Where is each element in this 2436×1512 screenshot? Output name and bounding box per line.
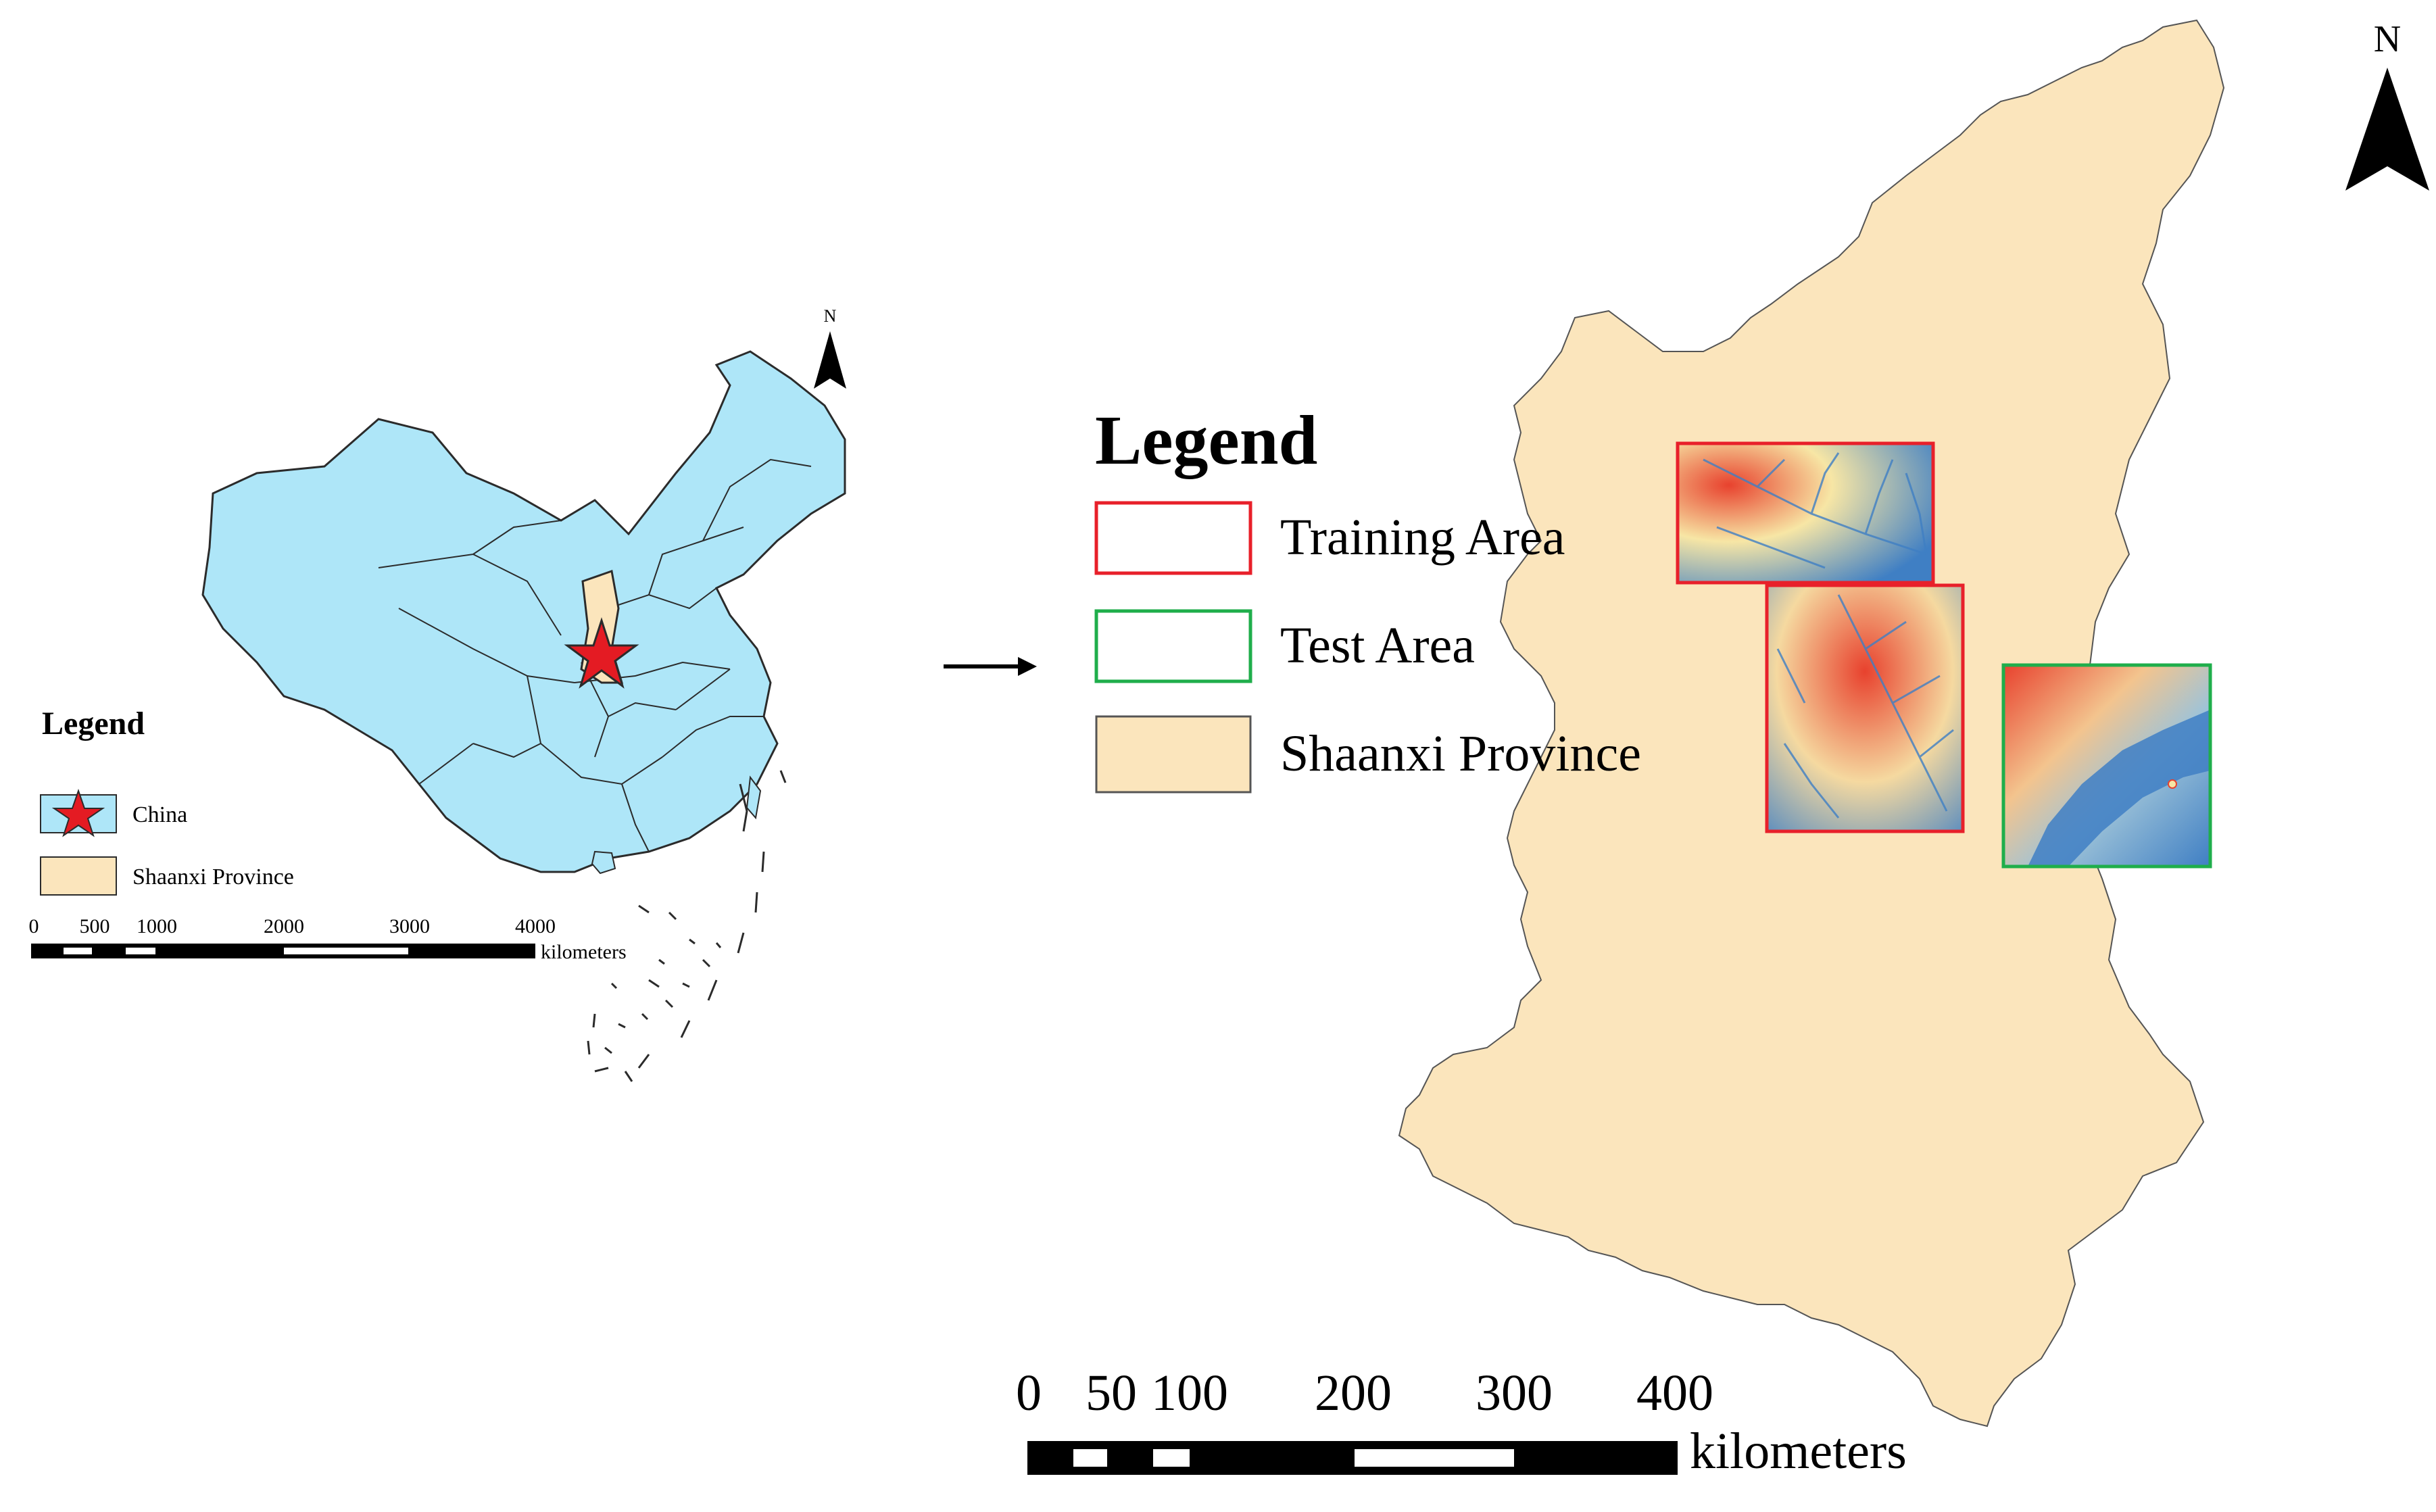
china-scale-tick: 3000 — [389, 915, 430, 937]
test-area-marker — [2168, 779, 2177, 789]
china-scale-unit: kilometers — [541, 941, 627, 963]
china-legend-item-china: China — [132, 802, 187, 827]
star-icon — [564, 617, 639, 689]
china-outline — [201, 350, 846, 873]
legend-swatch-shaanxi — [1095, 715, 1252, 794]
china-scale-tick: 4000 — [515, 915, 556, 937]
china-legend-swatch-shaanxi — [40, 856, 117, 896]
shaanxi-scale-tick: 400 — [1636, 1365, 1713, 1421]
star-icon — [51, 788, 105, 837]
hainan — [591, 850, 616, 875]
south-china-sea-islands — [587, 770, 787, 1082]
drainage-network — [1703, 452, 1928, 569]
china-scale-tick: 0 — [29, 915, 39, 937]
taiwan — [746, 775, 762, 820]
training-area-2 — [1765, 583, 1965, 833]
china-legend-title: Legend — [42, 706, 145, 741]
training-area-2-outline — [1765, 583, 1965, 833]
large-north-arrow: N — [2345, 18, 2429, 191]
china-scale-bar: 0 500 1000 2000 3000 4000 kilometers — [29, 915, 627, 963]
china-map — [201, 350, 846, 1082]
china-legend: Legend China Shaanxi Province — [40, 706, 294, 896]
shaanxi-scale-tick: 50 — [1086, 1365, 1137, 1421]
north-arrow-icon — [814, 331, 846, 389]
shaanxi-scale-tick: 100 — [1151, 1365, 1228, 1421]
main-legend: Legend Training Area Test Area Shaanxi P… — [1094, 401, 1641, 794]
legend-item-training: Training Area — [1280, 509, 1565, 566]
small-north-label: N — [824, 306, 837, 326]
training-area-1-outline — [1676, 441, 1935, 585]
legend-swatch-training — [1094, 501, 1252, 575]
right-arrow-icon — [944, 657, 1037, 676]
main-legend-title: Legend — [1095, 401, 1317, 479]
large-north-label: N — [2374, 18, 2401, 60]
test-area-outline — [2001, 663, 2212, 869]
legend-swatch-test — [1094, 609, 1252, 683]
legend-item-test: Test Area — [1280, 617, 1475, 674]
shaanxi-scale-tick: 300 — [1476, 1365, 1553, 1421]
river-valley — [2028, 710, 2210, 867]
china-legend-item-shaanxi: Shaanxi Province — [132, 864, 294, 889]
china-scale-tick: 500 — [80, 915, 110, 937]
shaanxi-scale-tick: 200 — [1315, 1365, 1392, 1421]
shaanxi-scale-tick: 0 — [1016, 1365, 1042, 1421]
china-scale-tick: 2000 — [264, 915, 304, 937]
shaanxi-map — [1398, 19, 2225, 1428]
small-north-arrow: N — [814, 306, 846, 389]
training-area-1 — [1676, 441, 1935, 585]
shaanxi-scale-unit: kilometers — [1690, 1423, 1907, 1480]
drainage-network — [1776, 594, 1954, 819]
north-arrow-icon — [2345, 68, 2429, 191]
test-area — [2001, 663, 2212, 869]
shaanxi-scale-bar: 0 50 100 200 300 400 kilometers — [1016, 1365, 1907, 1480]
legend-item-shaanxi: Shaanxi Province — [1280, 725, 1641, 782]
china-scale-tick: 1000 — [137, 915, 177, 937]
